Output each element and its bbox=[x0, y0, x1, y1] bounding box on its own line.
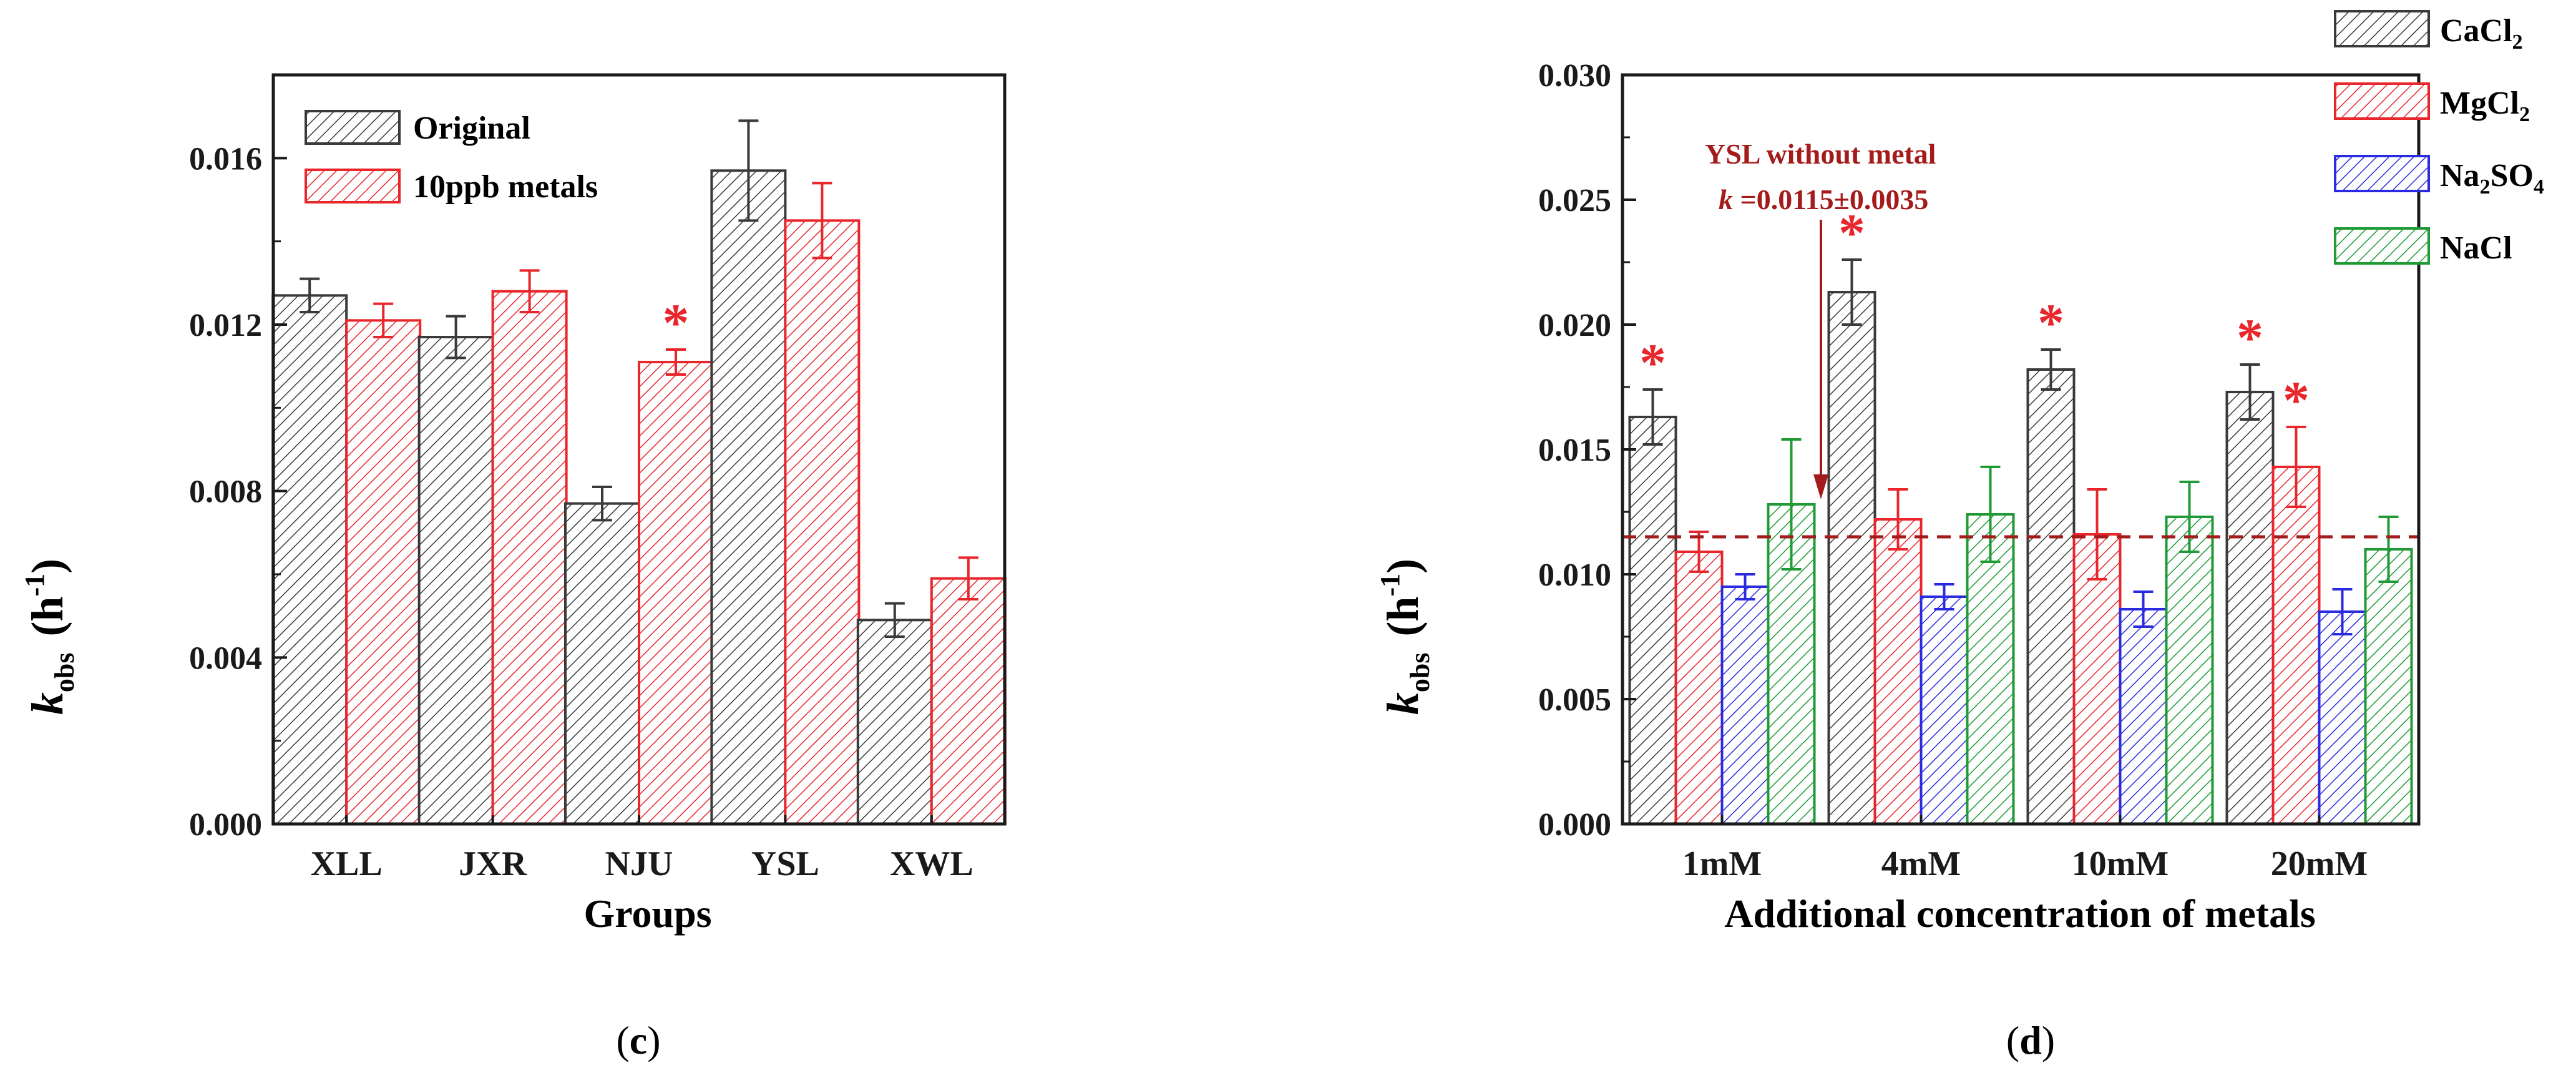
bar-c-xwl-metals bbox=[930, 577, 1007, 826]
bar-c-jxr-original bbox=[417, 336, 494, 825]
panel-d-legend: CaCl2 MgCl2 Na2SO4 NaCl bbox=[2334, 10, 2544, 266]
svg-text:kobs(h-1): kobs(h-1) bbox=[1375, 559, 1435, 715]
y-tick-label-d-5: 0.025 bbox=[1538, 183, 1611, 218]
legend-item-original: Original bbox=[305, 110, 530, 146]
legend-item-na2so4: Na2SO4 bbox=[2334, 155, 2544, 198]
bar-c-xll-metals bbox=[345, 319, 422, 825]
legend-swatch-original bbox=[305, 110, 401, 145]
reference-annotation: YSL without metal k =0.0115±0.0035 bbox=[1705, 138, 1936, 499]
bar-c-xwl-original bbox=[856, 619, 933, 825]
panel-d-x-axis-label: Additional concentration of metals bbox=[1724, 891, 2316, 936]
bar-d-4mm-nacl bbox=[1966, 513, 2015, 825]
x-tick-label-c-jxr: JXR bbox=[459, 845, 527, 883]
legend-label-nacl: NaCl bbox=[2440, 230, 2512, 266]
significance-star-d-4: * bbox=[2283, 370, 2310, 430]
bar-d-1mm-na2so4 bbox=[1720, 586, 1770, 825]
bar-d-20mm-mgcl2 bbox=[2271, 466, 2321, 825]
x-tick-label-d-10mm: 10mM bbox=[2072, 845, 2169, 883]
x-tick-label-c-ysl: YSL bbox=[751, 845, 819, 883]
x-tick-label-c-xwl: XWL bbox=[890, 845, 973, 883]
y-tick-label-c-4: 0.016 bbox=[189, 141, 262, 177]
bar-c-nju-original bbox=[564, 502, 640, 825]
panel-d-chart: 1mM 4mM 10mM 20mM * * * * * 0.000 0.005 0.010 0.015 0… bbox=[1375, 10, 2544, 936]
bar-d-1mm-cacl2 bbox=[1628, 416, 1677, 825]
y-tick-label-c-2: 0.008 bbox=[189, 474, 262, 510]
bar-c-ysl-metals bbox=[784, 219, 861, 826]
legend-item-10ppb-metals: 10ppb metals bbox=[305, 169, 598, 205]
legend-swatch-cacl2 bbox=[2334, 10, 2430, 47]
panel-c-chart: XLL JXR NJU YSL XWL * 0.000 0.004 0.008 0.012 0.01… bbox=[19, 73, 1007, 936]
panel-c-plot-area: XLL JXR NJU YSL XWL * 0.000 0.004 0.008 0.012 0.01… bbox=[189, 73, 1007, 883]
bar-c-ysl-original bbox=[710, 169, 787, 825]
bar-d-20mm-nacl bbox=[2364, 548, 2413, 825]
x-tick-label-d-20mm: 20mM bbox=[2271, 845, 2368, 883]
legend-swatch-mgcl2 bbox=[2334, 82, 2430, 120]
bar-d-10mm-na2so4 bbox=[2119, 608, 2168, 825]
bar-d-4mm-na2so4 bbox=[1920, 595, 1969, 825]
panel-c-y-axis-label: kobs(h-1) bbox=[19, 559, 80, 715]
x-tick-label-d-1mm: 1mM bbox=[1682, 845, 1762, 883]
bar-d-1mm-mgcl2 bbox=[1674, 551, 1724, 825]
significance-star-d-0: * bbox=[1639, 333, 1666, 393]
legend-swatch-10ppb-metals bbox=[305, 169, 401, 203]
panel-label-c: (c) bbox=[616, 1018, 660, 1062]
legend-label-cacl2: CaCl2 bbox=[2440, 13, 2523, 54]
x-tick-label-d-4mm: 4mM bbox=[1881, 845, 1961, 883]
y-tick-label-c-0: 0.000 bbox=[189, 807, 262, 843]
panel-d-y-axis-label: kobs(h-1) bbox=[1375, 559, 1435, 715]
panel-c-legend: Original 10ppb metals bbox=[305, 110, 598, 205]
y-tick-label-d-0: 0.000 bbox=[1538, 807, 1611, 843]
bar-c-jxr-metals bbox=[491, 290, 568, 825]
significance-star-d-2: * bbox=[2037, 293, 2064, 353]
panel-d-plot-area: 1mM 4mM 10mM 20mM * * * * * 0.000 0.005 0.010 0.015 0… bbox=[1538, 58, 2421, 883]
legend-item-cacl2: CaCl2 bbox=[2334, 10, 2523, 54]
reference-arrow-head bbox=[1813, 474, 1828, 499]
significance-star-d-3: * bbox=[2237, 308, 2263, 368]
panel-c-x-axis-label: Groups bbox=[583, 891, 711, 936]
bar-c-xll-original bbox=[271, 294, 348, 826]
y-tick-label-d-3: 0.015 bbox=[1538, 433, 1611, 468]
y-tick-label-c-3: 0.012 bbox=[189, 308, 262, 343]
reference-label-line1: YSL without metal bbox=[1705, 138, 1936, 170]
y-tick-label-d-2: 0.010 bbox=[1538, 557, 1611, 593]
plot-frame-c bbox=[271, 73, 1007, 826]
panel-label-d: (d) bbox=[2006, 1018, 2055, 1062]
bar-d-4mm-mgcl2 bbox=[1873, 518, 1923, 825]
y-tick-label-d-1: 0.005 bbox=[1538, 682, 1611, 718]
bar-c-nju-metals bbox=[638, 361, 714, 825]
svg-text:kobs(h-1): kobs(h-1) bbox=[19, 559, 80, 715]
reference-label-line2: k =0.0115±0.0035 bbox=[1719, 184, 1928, 215]
significance-star-d-1: * bbox=[1838, 203, 1865, 263]
legend-label-na2so4: Na2SO4 bbox=[2440, 158, 2544, 198]
legend-swatch-nacl bbox=[2334, 227, 2430, 265]
bar-d-20mm-cacl2 bbox=[2225, 391, 2275, 825]
y-tick-label-c-1: 0.004 bbox=[189, 640, 262, 676]
x-tick-label-c-nju: NJU bbox=[605, 845, 673, 883]
significance-star-c-0: * bbox=[663, 293, 690, 353]
x-tick-label-c-xll: XLL bbox=[311, 845, 383, 883]
bar-d-4mm-cacl2 bbox=[1827, 291, 1876, 825]
bar-d-10mm-cacl2 bbox=[2026, 368, 2076, 825]
plot-frame-d bbox=[1621, 73, 2421, 826]
y-tick-label-d-4: 0.020 bbox=[1538, 308, 1611, 343]
legend-item-nacl: NaCl bbox=[2334, 227, 2512, 266]
legend-label-original: Original bbox=[413, 110, 530, 146]
legend-label-10ppb-metals: 10ppb metals bbox=[413, 169, 598, 205]
legend-label-mgcl2: MgCl2 bbox=[2440, 86, 2530, 126]
bar-d-20mm-na2so4 bbox=[2318, 610, 2367, 825]
legend-swatch-na2so4 bbox=[2334, 155, 2430, 192]
legend-item-mgcl2: MgCl2 bbox=[2334, 82, 2530, 126]
bar-d-10mm-nacl bbox=[2165, 516, 2214, 825]
y-tick-label-d-6: 0.030 bbox=[1538, 58, 1611, 94]
